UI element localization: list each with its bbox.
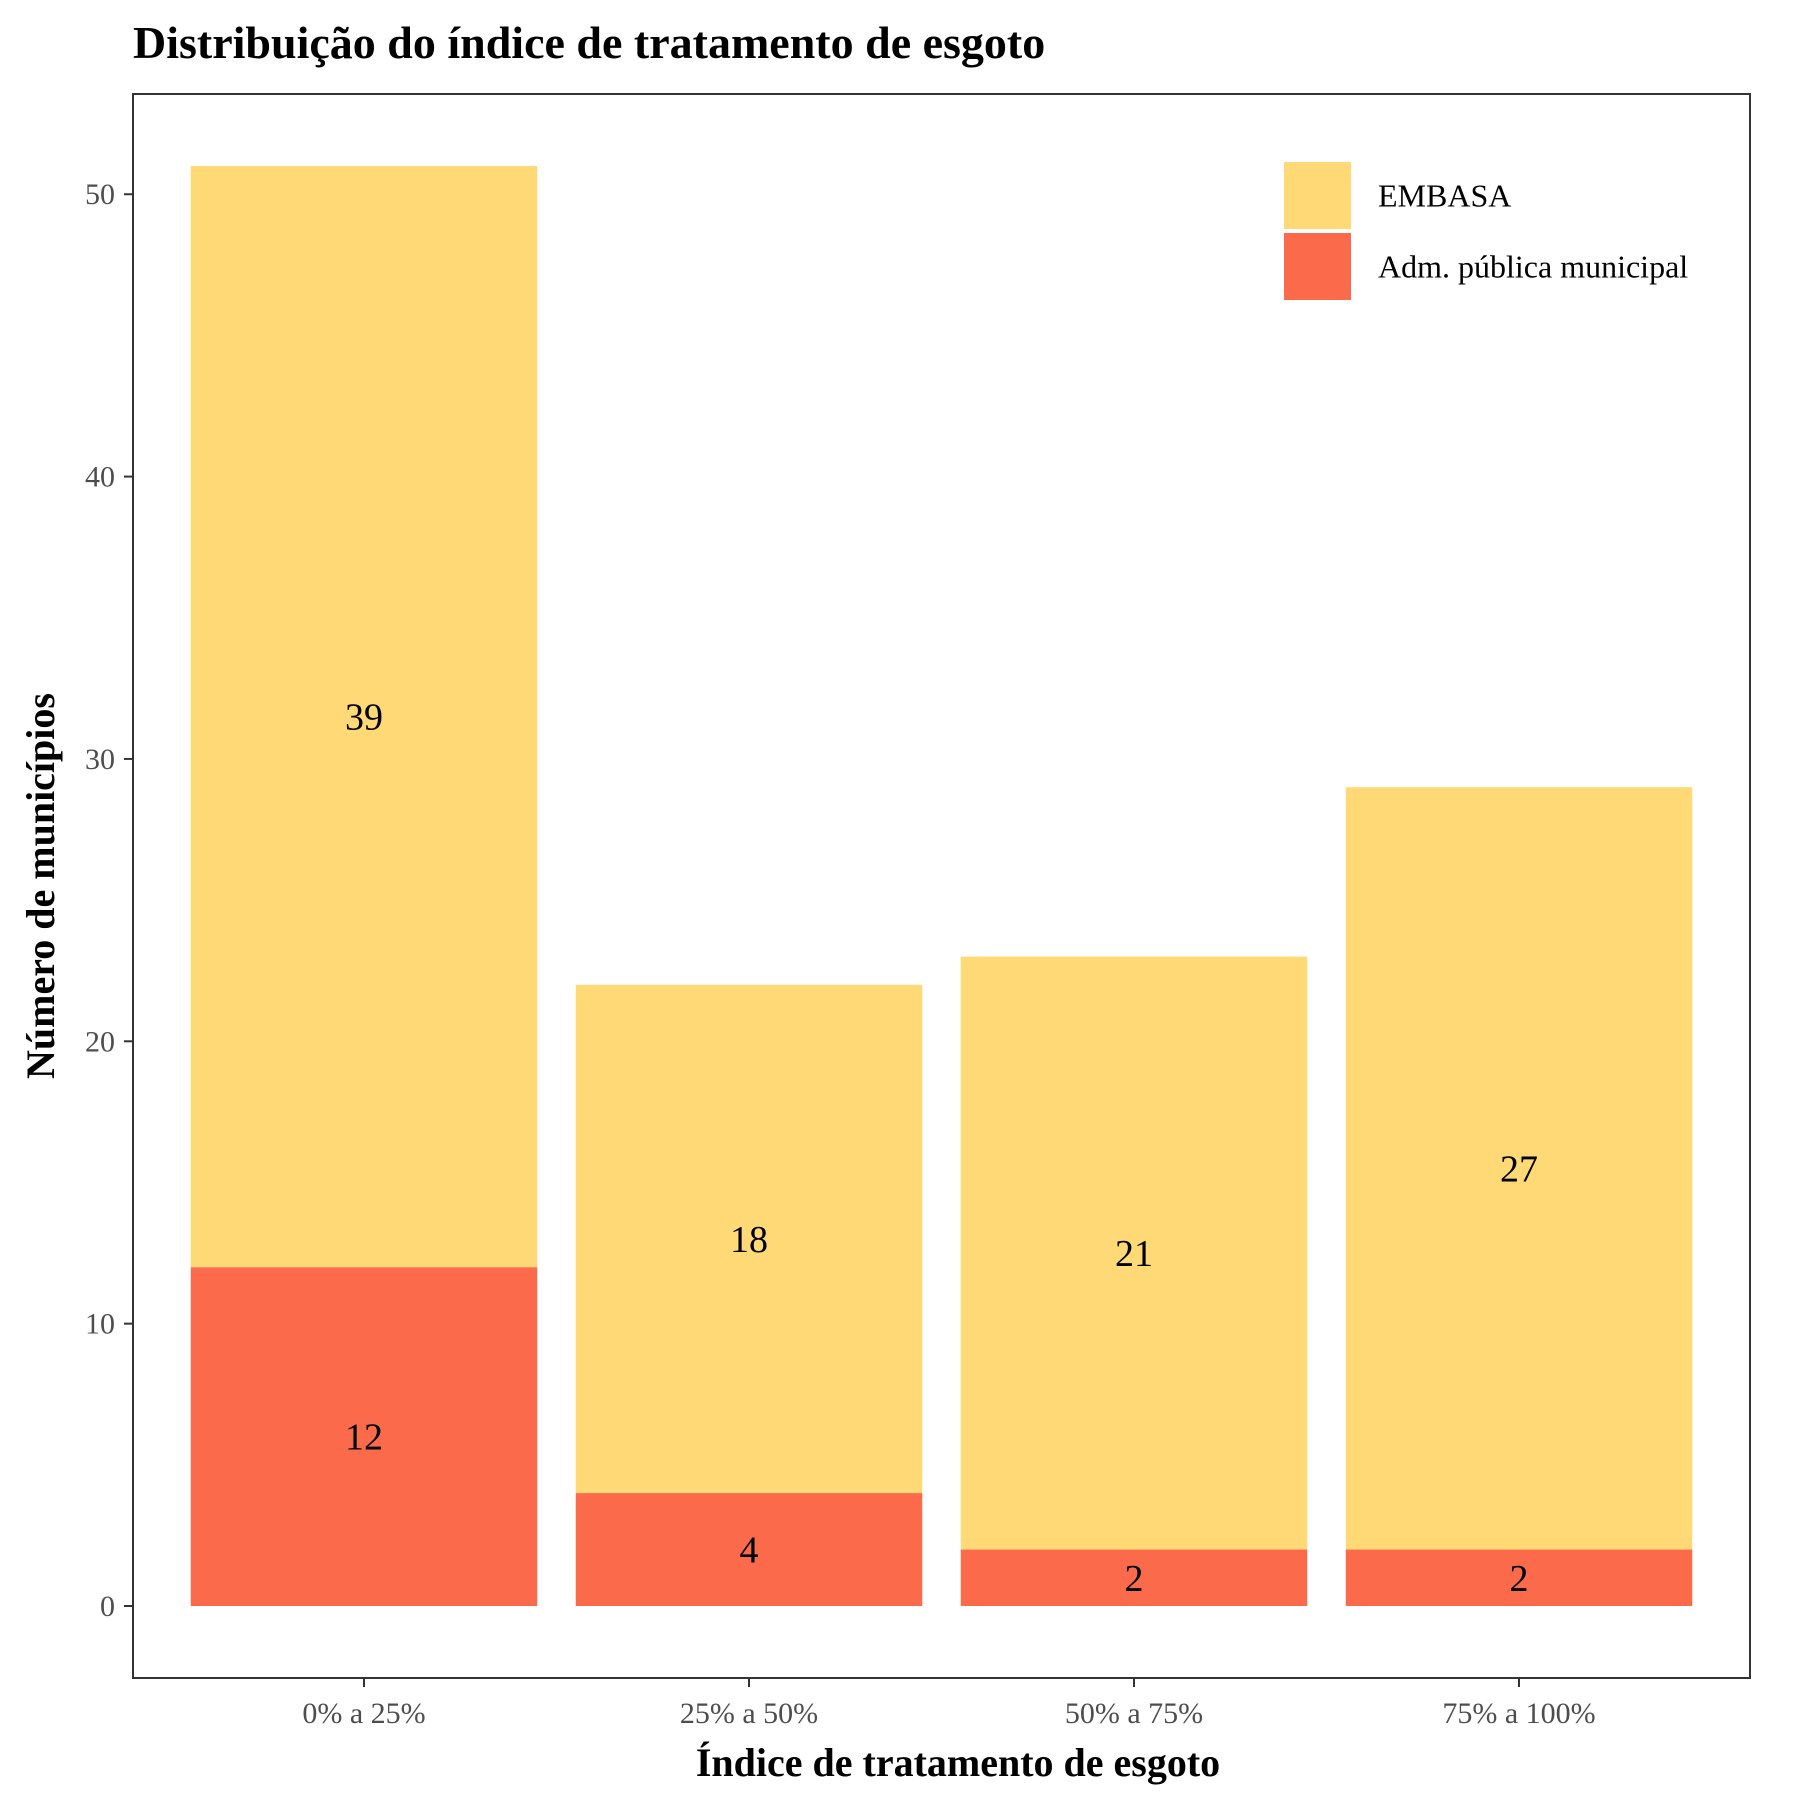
y-tick-label: 0: [100, 1590, 115, 1623]
bar-embasa-3: [960, 956, 1308, 1550]
y-tick-label: 30: [85, 743, 115, 776]
bar-label-embasa-3: 21: [1115, 1233, 1153, 1275]
bar-label-embasa-1: 39: [345, 697, 383, 739]
legend-label-2: Adm. pública municipal: [1378, 249, 1688, 285]
x-axis-title: Índice de tratamento de esgoto: [696, 1740, 1220, 1785]
bar-label-embasa-2: 18: [730, 1219, 768, 1261]
bar-label-adm-p-blica-municipal-3: 2: [1125, 1558, 1144, 1600]
bar-adm-p-blica-municipal-3: [960, 1549, 1308, 1606]
legend-key-1: [1284, 162, 1351, 229]
bar-embasa-2: [575, 984, 923, 1494]
bar-label-embasa-4: 27: [1500, 1148, 1538, 1190]
x-axis: 0% a 25% 25% a 50% 50% a 75% 75% a 100%: [302, 1678, 1596, 1730]
y-axis: 0 10 20 30 40 50: [85, 178, 133, 1623]
legend-key-2: [1284, 233, 1351, 300]
bar-label-adm-p-blica-municipal-4: 2: [1510, 1558, 1529, 1600]
x-tick-label: 50% a 75%: [1065, 1697, 1203, 1730]
x-tick-label: 75% a 100%: [1442, 1697, 1595, 1730]
y-axis-title: Número de municípios: [18, 693, 63, 1079]
chart-title: Distribuição do índice de tratamento de …: [133, 17, 1045, 68]
y-tick-label: 10: [85, 1308, 115, 1341]
bar-label-adm-p-blica-municipal-2: 4: [740, 1530, 759, 1572]
bar-adm-p-blica-municipal-2: [575, 1493, 923, 1606]
y-tick-label: 50: [85, 178, 115, 211]
legend-label-1: EMBASA: [1378, 178, 1511, 214]
bar-adm-p-blica-municipal-4: [1345, 1549, 1693, 1606]
legend: EMBASA Adm. pública municipal: [1284, 162, 1688, 300]
x-tick-label: 25% a 50%: [680, 1697, 818, 1730]
bar-adm-p-blica-municipal-1: [190, 1267, 538, 1606]
y-tick-label: 20: [85, 1025, 115, 1058]
y-tick-label: 40: [85, 461, 115, 494]
bar-labels-group: 12 39 4 18 2 21 2 27: [345, 697, 1538, 1600]
x-tick-label: 0% a 25%: [302, 1697, 425, 1730]
bar-embasa-1: [190, 166, 538, 1268]
bars-group: [190, 166, 1693, 1606]
bar-label-adm-p-blica-municipal-1: 12: [345, 1417, 383, 1459]
bar-embasa-4: [1345, 787, 1693, 1550]
